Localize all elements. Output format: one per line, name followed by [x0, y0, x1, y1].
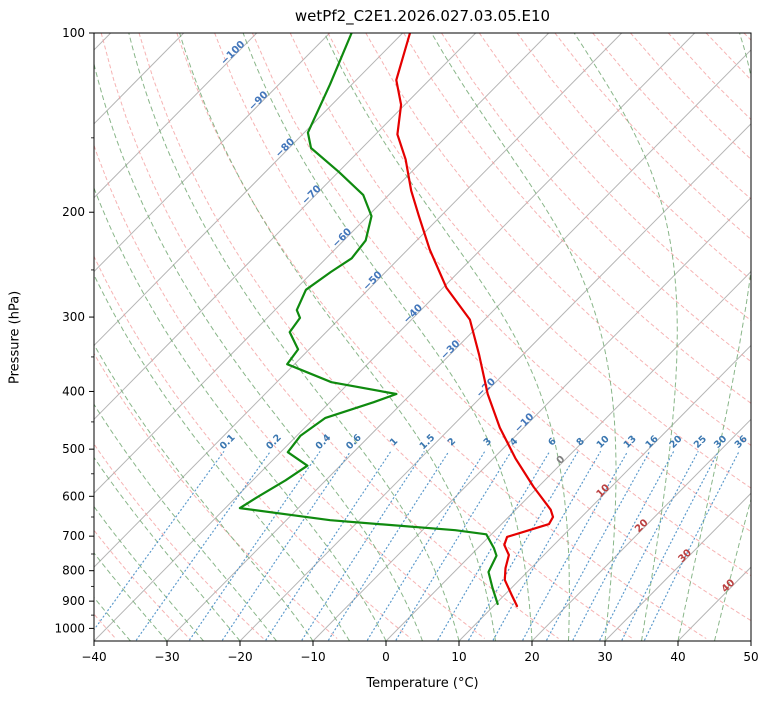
y-axis-label: Pressure (hPa) — [7, 290, 23, 384]
svg-text:−90: −90 — [247, 89, 271, 113]
svg-text:1000: 1000 — [54, 621, 85, 635]
svg-text:0: 0 — [382, 650, 390, 664]
svg-text:−40: −40 — [402, 302, 426, 326]
x-axis-label: Temperature (°C) — [366, 676, 479, 691]
svg-text:−70: −70 — [300, 183, 324, 207]
svg-text:300: 300 — [62, 310, 85, 324]
svg-text:700: 700 — [62, 529, 85, 543]
svg-text:0.2: 0.2 — [264, 432, 284, 452]
svg-text:20: 20 — [524, 650, 539, 664]
svg-text:400: 400 — [62, 384, 85, 398]
svg-text:−80: −80 — [274, 136, 298, 160]
svg-text:−10: −10 — [300, 650, 325, 664]
svg-text:30: 30 — [597, 650, 612, 664]
svg-text:−30: −30 — [439, 338, 463, 362]
svg-text:−60: −60 — [331, 226, 355, 250]
svg-text:900: 900 — [62, 594, 85, 608]
svg-text:25: 25 — [692, 434, 709, 451]
svg-text:8: 8 — [575, 436, 588, 449]
svg-text:1: 1 — [388, 436, 400, 448]
svg-text:−40: −40 — [81, 650, 106, 664]
svg-text:50: 50 — [743, 650, 758, 664]
svg-text:−100: −100 — [219, 39, 247, 67]
svg-text:500: 500 — [62, 442, 85, 456]
svg-text:30: 30 — [712, 433, 729, 450]
svg-text:10: 10 — [595, 433, 612, 450]
svg-text:600: 600 — [62, 489, 85, 503]
svg-text:−30: −30 — [154, 650, 179, 664]
svg-text:2: 2 — [446, 436, 458, 448]
svg-text:10: 10 — [451, 650, 466, 664]
svg-text:40: 40 — [670, 650, 685, 664]
svg-text:800: 800 — [62, 564, 85, 578]
svg-text:3: 3 — [482, 436, 494, 448]
svg-text:30: 30 — [676, 547, 694, 565]
svg-text:−10: −10 — [513, 411, 537, 435]
svg-text:0: 0 — [555, 454, 568, 467]
svg-text:13: 13 — [622, 434, 639, 451]
svg-text:16: 16 — [644, 433, 661, 450]
svg-text:−20: −20 — [227, 650, 252, 664]
svg-text:0.1: 0.1 — [218, 432, 238, 452]
svg-text:1.5: 1.5 — [418, 432, 438, 452]
svg-text:0.4: 0.4 — [314, 432, 334, 452]
svg-text:100: 100 — [62, 26, 85, 40]
svg-text:−50: −50 — [361, 269, 385, 293]
svg-text:200: 200 — [62, 205, 85, 219]
chart-title: wetPf2_C2E1.2026.027.03.05.E10 — [294, 7, 551, 25]
svg-text:6: 6 — [546, 436, 559, 449]
svg-text:40: 40 — [720, 577, 738, 595]
svg-text:20: 20 — [633, 517, 651, 535]
svg-text:10: 10 — [595, 482, 613, 500]
